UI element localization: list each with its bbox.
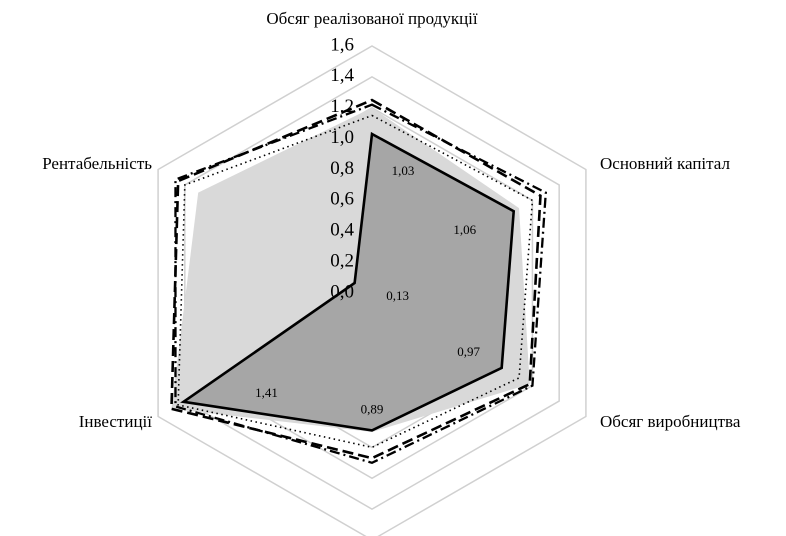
r-tick-label: 0,4 — [330, 220, 354, 241]
data-label: 0,13 — [386, 288, 409, 303]
category-label: Обсяг реалізованої продукції — [266, 9, 478, 28]
grid-ring — [157, 45, 587, 536]
r-tick-label: 1,6 — [330, 34, 354, 55]
r-tick-label: 0,6 — [330, 189, 354, 210]
series-polygon — [170, 98, 542, 460]
r-tick-label: 0,8 — [330, 158, 354, 179]
data-label: 1,06 — [453, 222, 476, 237]
series-polygon — [180, 131, 516, 432]
r-tick-label: 1,4 — [330, 65, 354, 86]
data-label: 0,97 — [457, 344, 480, 359]
category-label: Основний капітал — [600, 154, 730, 173]
data-label: 1,03 — [392, 163, 415, 178]
series-polygon — [174, 103, 548, 465]
category-label: Обсяг виробництва — [600, 412, 741, 431]
r-tick-label: 1,0 — [330, 127, 354, 148]
r-tick-label: 0,0 — [330, 281, 354, 302]
category-label: Рентабельність — [42, 154, 152, 173]
r-tick-label: 0,2 — [330, 250, 354, 271]
series-polygon — [177, 114, 534, 449]
data-label: 1,41 — [255, 385, 278, 400]
data-label: 0,89 — [361, 401, 384, 416]
category-label: Інвестиції — [79, 412, 153, 431]
r-tick-label: 1,2 — [330, 96, 354, 117]
